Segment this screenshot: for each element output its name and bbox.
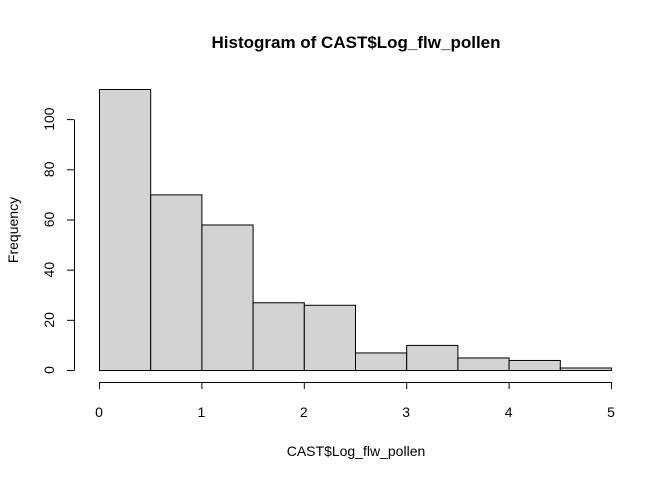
histogram-bar [355,352,408,371]
histogram-bar [303,304,356,371]
histogram-bar [559,367,612,371]
x-tick-label: 5 [607,404,615,420]
histogram-bar [457,357,510,371]
x-tick-label: 4 [505,404,513,420]
x-tick-label: 3 [402,404,410,420]
chart-title: Histogram of CAST$Log_flw_pollen [211,33,500,52]
histogram-bar [252,302,305,372]
x-axis-label: CAST$Log_flw_pollen [287,443,426,459]
y-axis: 0 20 40 60 80 100 [41,107,75,374]
histogram-bar [201,224,254,371]
y-tick-label: 80 [41,161,57,177]
x-tick-label: 1 [198,404,206,420]
histogram-bar [508,359,561,372]
y-tick-label: 20 [41,312,57,328]
y-tick-label: 60 [41,211,57,227]
y-tick-label: 0 [41,366,57,374]
histogram-bar [99,89,152,371]
x-tick-label: 0 [95,404,103,420]
y-tick-label: 40 [41,262,57,278]
bars-group [99,89,612,372]
y-tick-label: 100 [41,107,57,131]
x-tick-label: 2 [300,404,308,420]
histogram-bar [406,344,459,371]
histogram-bar [150,194,203,371]
y-axis-label: Frequency [5,197,21,263]
x-axis: 0 1 2 3 4 5 [95,382,615,420]
